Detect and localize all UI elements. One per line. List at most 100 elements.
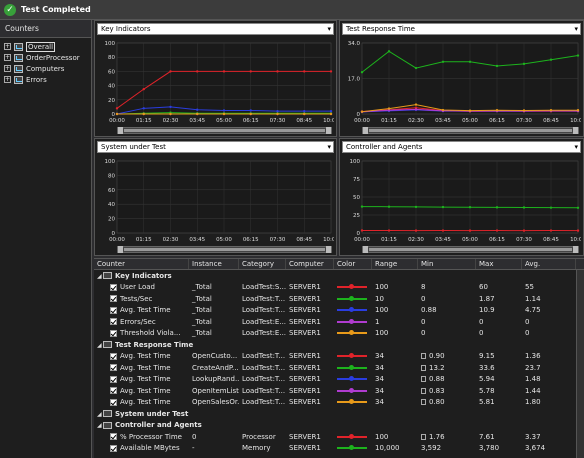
graph-selector[interactable]: Test Response Time ▾ (342, 23, 581, 35)
x-tick-label: 10:00 (570, 237, 581, 243)
expand-plus-icon[interactable]: + (4, 65, 11, 72)
color-swatch[interactable] (337, 387, 367, 393)
graph-selector[interactable]: System under Test ▾ (97, 141, 334, 153)
show-counter-checkbox[interactable] (110, 329, 117, 337)
cell-value: LoadTest:T... (242, 398, 286, 407)
column-header-max[interactable]: Max (476, 259, 522, 269)
show-counter-checkbox[interactable] (110, 433, 117, 441)
graph-selector[interactable]: Key Indicators ▾ (97, 23, 334, 35)
cell-instance: LookupRand... (189, 375, 239, 383)
color-swatch[interactable] (337, 284, 367, 290)
column-header-min[interactable]: Min (418, 259, 476, 269)
table-group-row[interactable]: ◢ Controller and Agents (94, 420, 584, 432)
graph-horizontal-scrollbar[interactable] (362, 246, 579, 253)
x-tick-label: 05:00 (462, 118, 478, 124)
chevron-down-icon[interactable]: ▾ (574, 25, 578, 33)
expand-plus-icon[interactable]: + (4, 43, 11, 50)
column-header-computer[interactable]: Computer (286, 259, 334, 269)
table-row[interactable]: Avg. Test Time CreateAndP... LoadTest:T...… (94, 362, 584, 374)
scroll-right-handle[interactable] (573, 127, 578, 134)
table-row[interactable]: Avg. Test Time OpenCusto... LoadTest:T... S… (94, 351, 584, 363)
table-row[interactable]: Avg. Test Time LookupRand... LoadTest:T...… (94, 374, 584, 386)
column-header-range[interactable]: Range (372, 259, 418, 269)
table-group-row[interactable]: ◢ Test Response Time (94, 339, 584, 351)
show-counter-checkbox[interactable] (110, 352, 117, 360)
chevron-down-icon[interactable]: ▾ (327, 143, 331, 151)
collapse-triangle-icon[interactable]: ◢ (97, 422, 102, 430)
scroll-right-handle[interactable] (326, 246, 331, 253)
collapse-triangle-icon[interactable]: ◢ (97, 341, 102, 349)
scroll-thumb[interactable] (369, 248, 572, 251)
y-tick-label: 80 (108, 55, 115, 61)
scroll-thumb[interactable] (124, 129, 325, 132)
table-group-row[interactable]: ◢ Key Indicators (94, 270, 584, 282)
table-vertical-scrollbar[interactable] (576, 270, 584, 458)
color-swatch[interactable] (337, 318, 367, 324)
table-row[interactable]: % Processor Time 0 Processor SERVER1 100 1.76… (94, 431, 584, 443)
table-row[interactable]: Threshold Viola... _Total LoadTest:E... SER… (94, 328, 584, 340)
show-counter-checkbox[interactable] (110, 364, 117, 372)
color-swatch[interactable] (337, 364, 367, 370)
show-counter-checkbox[interactable] (110, 318, 117, 326)
column-header-color[interactable]: Color (334, 259, 372, 269)
color-swatch[interactable] (337, 376, 367, 382)
tree-item-errors[interactable]: + Errors (0, 74, 91, 85)
color-swatch[interactable] (337, 399, 367, 405)
cell-color (334, 387, 372, 395)
cell-range: 10,000 (372, 444, 418, 452)
show-counter-checkbox[interactable] (110, 398, 117, 406)
expand-plus-icon[interactable]: + (4, 76, 11, 83)
cell-counter: Avg. Test Time (94, 364, 189, 372)
table-row[interactable]: Avg. Test Time _Total LoadTest:T... SERVER1… (94, 305, 584, 317)
graph-title: Test Response Time (346, 25, 415, 33)
table-row[interactable]: User Load _Total LoadTest:S... SERVER1 100 8 6… (94, 282, 584, 294)
collapse-triangle-icon[interactable]: ◢ (97, 272, 102, 280)
collapse-triangle-icon[interactable]: ◢ (97, 410, 102, 418)
cell-value: LoadTest:T... (242, 306, 286, 315)
cell-avg: 1.80 (522, 398, 576, 406)
table-row[interactable]: Avg. Test Time OpenSalesOr... LoadTest:T..… (94, 397, 584, 409)
scroll-thumb[interactable] (124, 248, 325, 251)
cell-value: 100 (375, 432, 389, 441)
table-row[interactable]: Avg. Test Time OpenItemList LoadTest:T... S… (94, 385, 584, 397)
table-group-row[interactable]: ◢ System under Test (94, 408, 584, 420)
chevron-down-icon[interactable]: ▾ (327, 25, 331, 33)
tree-item-orderprocessor[interactable]: + OrderProcessor (0, 52, 91, 63)
chevron-down-icon[interactable]: ▾ (574, 143, 578, 151)
tree-item-computers[interactable]: + Computers (0, 63, 91, 74)
table-row[interactable]: Errors/Sec _Total LoadTest:E... SERVER1 1 0 0 0 (94, 316, 584, 328)
show-counter-checkbox[interactable] (110, 387, 117, 395)
color-swatch[interactable] (337, 295, 367, 301)
graph-horizontal-scrollbar[interactable] (362, 127, 579, 134)
scroll-left-handle[interactable] (363, 127, 368, 134)
scroll-left-handle[interactable] (363, 246, 368, 253)
data-point (468, 229, 472, 232)
color-swatch[interactable] (337, 445, 367, 451)
data-point (360, 110, 364, 113)
show-counter-checkbox[interactable] (110, 306, 117, 314)
tree-item-overall[interactable]: + Overall (0, 41, 91, 52)
graph-selector[interactable]: Controller and Agents ▾ (342, 141, 581, 153)
show-counter-checkbox[interactable] (110, 283, 117, 291)
scroll-left-handle[interactable] (118, 246, 123, 253)
table-row[interactable]: Tests/Sec _Total LoadTest:T... SERVER1 10 0 1.… (94, 293, 584, 305)
column-header-category[interactable]: Category (239, 259, 286, 269)
scroll-right-handle[interactable] (326, 127, 331, 134)
table-row[interactable]: Available MBytes - Memory SERVER1 10,000 3,59… (94, 443, 584, 455)
column-header-counter[interactable]: Counter (94, 259, 189, 269)
expand-plus-icon[interactable]: + (4, 54, 11, 61)
scroll-left-handle[interactable] (118, 127, 123, 134)
show-counter-checkbox[interactable] (110, 375, 117, 383)
graph-horizontal-scrollbar[interactable] (117, 246, 332, 253)
scroll-right-handle[interactable] (573, 246, 578, 253)
color-swatch[interactable] (337, 433, 367, 439)
show-counter-checkbox[interactable] (110, 444, 117, 452)
color-swatch[interactable] (337, 353, 367, 359)
graph-horizontal-scrollbar[interactable] (117, 127, 332, 134)
color-swatch[interactable] (337, 330, 367, 336)
scroll-thumb[interactable] (369, 129, 572, 132)
column-header-instance[interactable]: Instance (189, 259, 239, 269)
show-counter-checkbox[interactable] (110, 295, 117, 303)
column-header-avg[interactable]: Avg. (522, 259, 576, 269)
color-swatch[interactable] (337, 307, 367, 313)
